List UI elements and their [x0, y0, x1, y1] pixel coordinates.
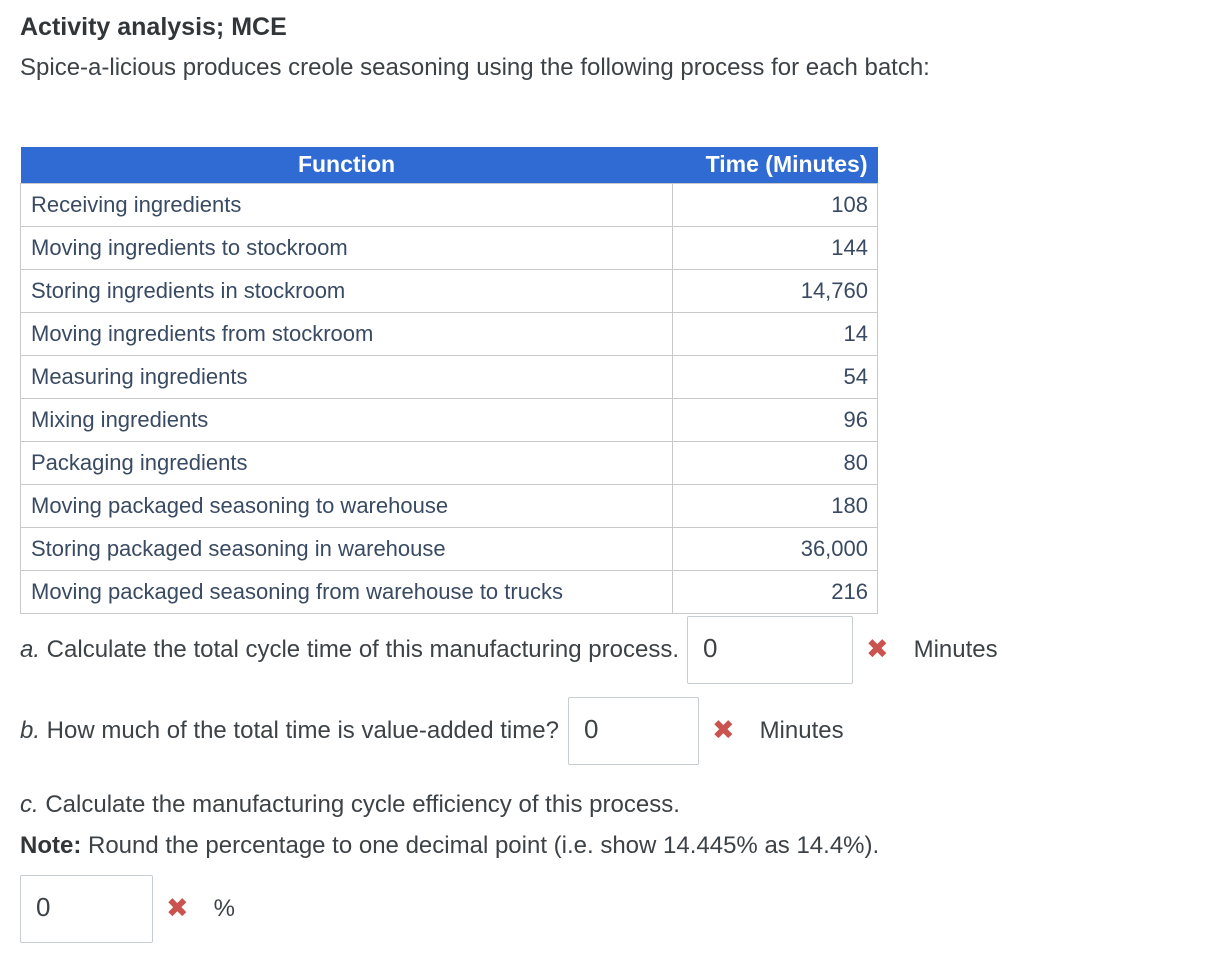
table-row: Storing ingredients in stockroom 14,760	[20, 268, 878, 313]
time-cell: 80	[672, 440, 878, 485]
question-a-input[interactable]	[686, 615, 853, 684]
table-header-time: Time (Minutes)	[672, 147, 878, 183]
time-cell: 54	[672, 354, 878, 399]
activity-table: Function Time (Minutes) Receiving ingred…	[20, 147, 878, 614]
table-row: Moving ingredients to stockroom 144	[20, 225, 878, 270]
question-b: b. How much of the total time is value-a…	[20, 696, 1204, 765]
question-b-text: b. How much of the total time is value-a…	[20, 717, 559, 745]
function-cell: Moving ingredients from stockroom	[20, 311, 673, 356]
question-a: a. Calculate the total cycle time of thi…	[20, 615, 1204, 684]
time-cell: 14	[672, 311, 878, 356]
time-cell: 96	[672, 397, 878, 442]
question-a-text: a. Calculate the total cycle time of thi…	[20, 636, 679, 664]
table-row: Moving packaged seasoning from warehouse…	[20, 569, 878, 614]
incorrect-x-icon: ✖	[711, 715, 735, 745]
question-b-body: How much of the total time is value-adde…	[40, 716, 559, 744]
question-b-unit-label: Minutes	[759, 716, 844, 744]
function-cell: Storing ingredients in stockroom	[20, 268, 673, 313]
time-cell: 144	[672, 225, 878, 270]
time-cell: 36,000	[672, 526, 878, 571]
function-cell: Moving ingredients to stockroom	[20, 225, 673, 270]
incorrect-x-icon: ✖	[865, 634, 889, 664]
question-b-letter: b.	[20, 716, 41, 744]
question-b-input[interactable]	[567, 696, 699, 765]
incorrect-x-icon: ✖	[166, 893, 189, 923]
question-c-letter: c.	[20, 790, 39, 818]
time-cell: 108	[672, 182, 878, 227]
question-c-note: Note: Round the percentage to one decima…	[20, 825, 1204, 866]
question-a-letter: a.	[20, 635, 41, 663]
table-row: Packaging ingredients 80	[20, 440, 878, 485]
table-row: Moving packaged seasoning to warehouse 1…	[20, 483, 878, 528]
function-cell: Receiving ingredients	[20, 182, 673, 227]
intro-text: Spice-a-licious produces creole seasonin…	[20, 54, 930, 81]
function-cell: Measuring ingredients	[20, 354, 673, 399]
question-c-input[interactable]	[20, 874, 153, 943]
question-c-answer-row: ✖ %	[20, 874, 1204, 943]
table-header-row: Function Time (Minutes)	[20, 147, 878, 183]
table-row: Storing packaged seasoning in warehouse …	[20, 526, 878, 571]
table-row: Mixing ingredients 96	[20, 397, 878, 442]
note-body: Round the percentage to one decimal poin…	[81, 831, 880, 859]
note-label: Note:	[20, 831, 82, 859]
question-c-unit-label: %	[213, 894, 235, 922]
question-a-unit-label: Minutes	[913, 635, 998, 663]
function-cell: Moving packaged seasoning from warehouse…	[20, 569, 673, 614]
page-title: Activity analysis; MCE	[20, 13, 287, 41]
function-cell: Moving packaged seasoning to warehouse	[20, 483, 673, 528]
function-cell: Packaging ingredients	[20, 440, 673, 485]
time-cell: 216	[672, 569, 878, 614]
function-cell: Mixing ingredients	[20, 397, 673, 442]
table-row: Receiving ingredients 108	[20, 182, 878, 227]
time-cell: 14,760	[672, 268, 878, 313]
time-cell: 180	[672, 483, 878, 528]
question-c: c. Calculate the manufacturing cycle eff…	[20, 784, 1204, 943]
function-cell: Storing packaged seasoning in warehouse	[20, 526, 673, 571]
table-header-function: Function	[20, 147, 673, 183]
table-row: Measuring ingredients 54	[20, 354, 878, 399]
question-c-text: c. Calculate the manufacturing cycle eff…	[20, 784, 1204, 825]
table-row: Moving ingredients from stockroom 14	[20, 311, 878, 356]
question-a-body: Calculate the total cycle time of this m…	[40, 635, 679, 663]
question-c-body: Calculate the manufacturing cycle effici…	[38, 790, 680, 818]
